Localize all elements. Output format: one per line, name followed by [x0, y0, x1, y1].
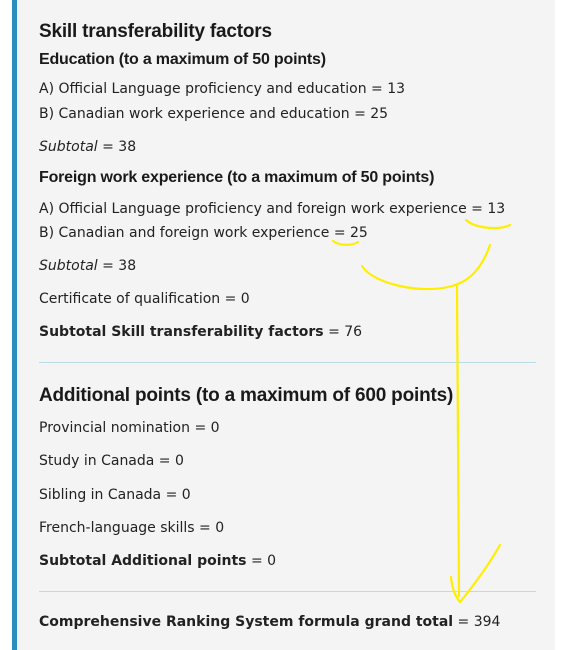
- additional-subtotal-value: = 0: [246, 553, 277, 569]
- grand-total: Comprehensive Ranking System formula gra…: [39, 613, 500, 631]
- education-subtotal-value: = 38: [97, 139, 137, 155]
- skill-subtotal-value: = 76: [323, 324, 363, 340]
- education-heading: Education (to a maximum of 50 points): [39, 51, 326, 68]
- foreign-subtotal-value: = 38: [97, 258, 137, 274]
- skill-transferability-title: Skill transferability factors: [39, 21, 272, 42]
- skill-subtotal-label: Subtotal Skill transferability factors: [39, 324, 324, 340]
- skill-subtotal: Subtotal Skill transferability factors =…: [39, 323, 362, 341]
- section-divider: [39, 362, 536, 363]
- education-subtotal: Subtotal = 38: [39, 138, 136, 156]
- certificate-of-qualification: Certificate of qualification = 0: [39, 291, 250, 307]
- foreign-item-a: A) Official Language proficiency and for…: [39, 201, 506, 217]
- education-item-a: A) Official Language proficiency and edu…: [39, 81, 406, 97]
- additional-points-title: Additional points (to a maximum of 600 p…: [39, 385, 454, 406]
- section-divider: [39, 591, 536, 592]
- study-in-canada: Study in Canada = 0: [39, 453, 184, 469]
- foreign-work-heading: Foreign work experience (to a maximum of…: [39, 169, 435, 186]
- content-panel: [12, 0, 555, 650]
- sibling-in-canada: Sibling in Canada = 0: [39, 487, 191, 503]
- education-item-b: B) Canadian work experience and educatio…: [39, 106, 389, 122]
- foreign-subtotal-label: Subtotal: [39, 258, 98, 274]
- foreign-item-b: B) Canadian and foreign work experience …: [39, 225, 368, 241]
- additional-subtotal: Subtotal Additional points = 0: [39, 552, 276, 570]
- education-subtotal-label: Subtotal: [39, 139, 98, 155]
- provincial-nomination: Provincial nomination = 0: [39, 420, 220, 436]
- additional-subtotal-label: Subtotal Additional points: [39, 553, 247, 569]
- grand-total-label: Comprehensive Ranking System formula gra…: [39, 614, 454, 630]
- french-language-skills: French-language skills = 0: [39, 520, 225, 536]
- foreign-subtotal: Subtotal = 38: [39, 257, 136, 275]
- grand-total-value: = 394: [453, 614, 501, 630]
